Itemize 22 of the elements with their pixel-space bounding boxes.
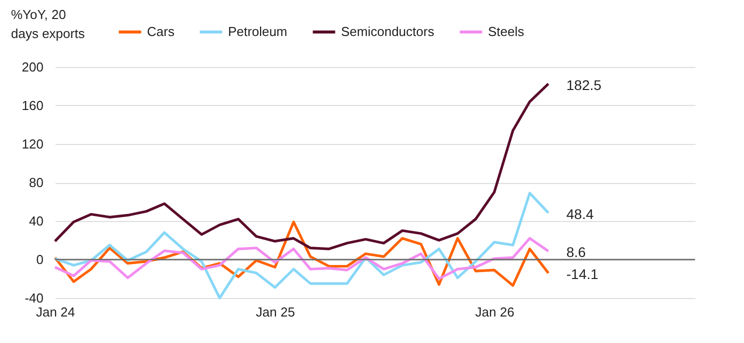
- y-tick-label: 80: [29, 175, 44, 190]
- y-tick-label: 0: [36, 252, 44, 267]
- line-series: [54, 192, 550, 300]
- y-axis-title: %YoY, 20 days exports: [11, 7, 86, 41]
- annotation: -14.1: [566, 266, 598, 282]
- y-tick-label: 200: [22, 60, 44, 74]
- x-tick-label: Jan 25: [256, 304, 295, 320]
- x-tick-label: Jan 24: [36, 304, 76, 320]
- y-tick-label: 120: [22, 136, 44, 152]
- y-tick-label: 160: [22, 98, 44, 113]
- annotation: 8.6: [566, 244, 586, 260]
- y-tick-label: -40: [24, 290, 44, 306]
- annotation: 182.5: [566, 76, 602, 93]
- annotation: 48.4: [566, 206, 594, 222]
- line-series: [54, 82, 550, 250]
- y-tick-label: 40: [29, 214, 44, 228]
- legend-label: Cars: [147, 24, 175, 39]
- legend-label: Petroleum: [228, 24, 288, 39]
- legend-label: Semiconductors: [341, 24, 435, 39]
- x-tick-label: Jan 26: [475, 304, 514, 320]
- line-series: [54, 237, 550, 280]
- legend-label: Steels: [488, 24, 525, 39]
